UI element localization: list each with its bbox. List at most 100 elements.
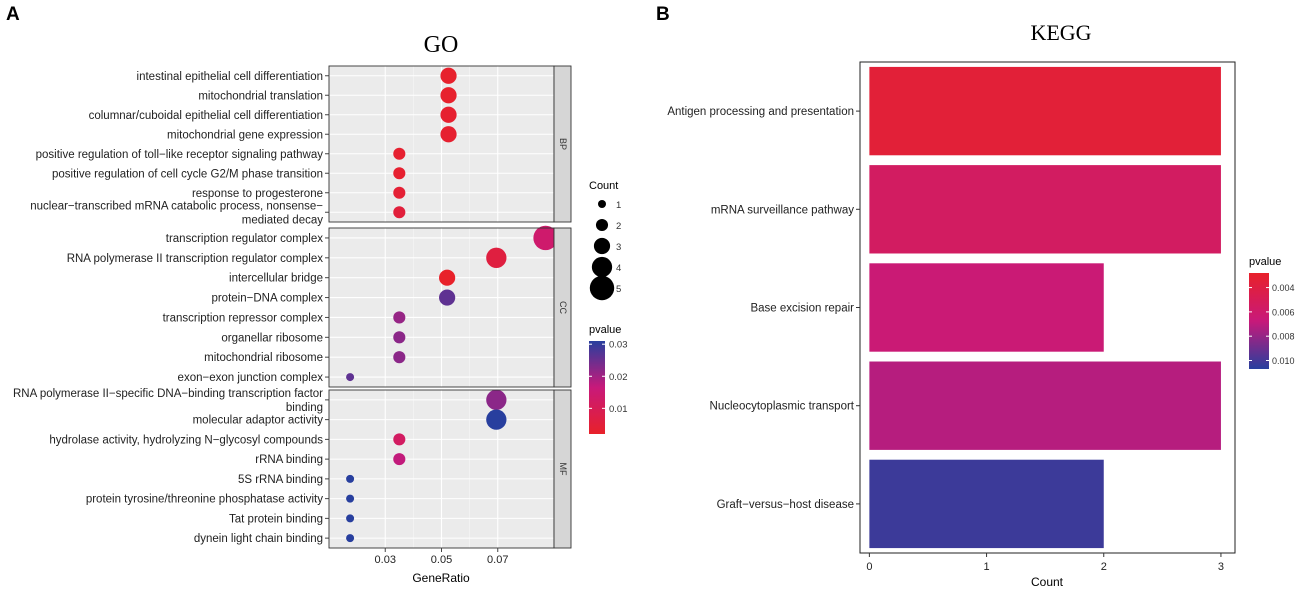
kegg-pvalue-tick-label: 0.008 <box>1272 332 1295 342</box>
count-legend-label: 2 <box>616 221 621 232</box>
go-term-label: dynein light chain binding <box>194 533 323 545</box>
count-legend-label: 5 <box>616 284 621 295</box>
go-facet-strip <box>553 227 572 388</box>
count-legend-dot <box>589 275 615 301</box>
kegg-category-label: Nucleocytoplasmic transport <box>710 401 855 413</box>
go-x-tick-label: 0.07 <box>487 554 508 566</box>
kegg-bar <box>869 66 1221 156</box>
go-term-label: transcription regulator complex <box>166 233 323 245</box>
go-term-dot <box>346 373 355 382</box>
kegg-category-label: Graft−versus−host disease <box>717 499 854 511</box>
go-term-dot <box>533 225 558 251</box>
count-legend-label: 3 <box>616 242 621 253</box>
kegg-pvalue-tick-label: 0.004 <box>1272 283 1295 293</box>
count-legend-label: 4 <box>616 263 621 274</box>
go-term-label: rRNA binding <box>255 454 323 466</box>
go-term-label: mitochondrial translation <box>198 90 323 102</box>
go-term-label: positive regulation of toll−like recepto… <box>36 149 324 161</box>
go-term-label: organellar ribosome <box>221 332 323 344</box>
go-term-dot <box>346 534 355 543</box>
go-pvalue-legend-title: pvalue <box>589 324 621 336</box>
go-pvalue-tick-label: 0.01 <box>609 404 628 415</box>
count-legend-dot <box>591 256 613 278</box>
go-term-dot <box>346 514 355 523</box>
go-panel: A GO intestinal epithelial cell differen… <box>6 4 628 585</box>
kegg-bar <box>869 459 1104 549</box>
kegg-pvalue-colorbar <box>1249 273 1269 369</box>
go-term-dot <box>393 453 406 466</box>
go-term-dot <box>486 247 507 268</box>
count-legend: Count 1 2 3 4 5 <box>589 180 621 301</box>
kegg-x-tick-label: 0 <box>866 561 872 573</box>
go-term-label: mitochondrial gene expression <box>167 129 323 141</box>
kegg-x-axis-label: Count <box>1031 575 1064 589</box>
go-term-label: nuclear−transcribed mRNA catabolic proce… <box>30 200 323 226</box>
go-term-label: molecular adaptor activity <box>193 415 324 427</box>
kegg-panel-label: B <box>656 4 670 25</box>
go-term-dot <box>393 167 406 180</box>
go-term-dot <box>440 87 457 104</box>
count-legend-dot <box>593 237 611 255</box>
go-term-label: RNA polymerase II transcription regulato… <box>67 253 324 265</box>
go-term-label: positive regulation of cell cycle G2/M p… <box>52 168 323 180</box>
go-term-dot <box>393 147 406 160</box>
kegg-bar <box>869 165 1221 254</box>
kegg-bar <box>869 263 1104 352</box>
go-pvalue-tick-label: 0.03 <box>609 340 628 351</box>
go-term-dot <box>393 186 406 199</box>
go-term-dot <box>440 67 457 84</box>
go-facet-strip-label: BP <box>558 138 568 150</box>
go-term-label: transcription repressor complex <box>163 312 324 324</box>
go-facet-strip-label: MF <box>558 463 568 476</box>
kegg-panel: B KEGG Antigen processing and presentati… <box>656 4 1295 589</box>
go-facet-strip-label: CC <box>558 301 568 314</box>
go-term-dot <box>393 311 406 324</box>
go-panel-label: A <box>6 4 20 25</box>
go-term-label: protein−DNA complex <box>211 293 323 305</box>
go-pvalue-colorbar <box>589 341 605 434</box>
kegg-x-tick-label: 2 <box>1101 561 1107 573</box>
kegg-title: KEGG <box>1030 20 1091 45</box>
count-legend-dot <box>598 200 606 208</box>
go-dot-plot: intestinal epithelial cell differentiati… <box>13 65 572 566</box>
go-pvalue-tick-label: 0.02 <box>609 372 628 383</box>
go-term-dot <box>393 351 406 364</box>
go-term-dot <box>439 289 456 306</box>
go-term-dot <box>393 433 406 446</box>
go-pvalue-legend: pvalue 0.03 0.02 0.01 <box>589 324 628 434</box>
go-term-dot <box>440 126 457 143</box>
go-x-tick-label: 0.05 <box>431 554 452 566</box>
go-term-dot <box>486 389 507 411</box>
kegg-category-label: Base excision repair <box>750 303 854 315</box>
go-term-dot <box>346 494 355 503</box>
go-term-label: protein tyrosine/threonine phosphatase a… <box>86 494 323 506</box>
go-term-label: 5S rRNA binding <box>238 474 323 486</box>
kegg-category-label: mRNA surveillance pathway <box>711 204 854 216</box>
kegg-bar <box>869 361 1221 450</box>
go-term-dot <box>346 474 355 483</box>
go-term-dot <box>440 106 457 123</box>
go-x-tick-label: 0.03 <box>375 554 396 566</box>
go-x-axis-label: GeneRatio <box>412 571 470 585</box>
go-term-label: intestinal epithelial cell differentiati… <box>137 71 323 83</box>
go-term-dot <box>393 331 406 344</box>
count-legend-dot <box>595 218 609 232</box>
go-term-dot <box>439 269 456 286</box>
go-facet-strip <box>553 65 572 223</box>
go-term-label: columnar/cuboidal epithelial cell differ… <box>89 110 323 122</box>
go-term-label: RNA polymerase II−specific DNA−binding t… <box>13 388 323 414</box>
kegg-pvalue-tick-label: 0.010 <box>1272 356 1295 366</box>
kegg-bar-plot: Antigen processing and presentation mRNA … <box>667 66 1224 573</box>
go-title: GO <box>424 32 459 58</box>
kegg-x-tick-label: 1 <box>984 561 990 573</box>
kegg-category-label: Antigen processing and presentation <box>667 106 854 118</box>
go-term-label: exon−exon junction complex <box>178 372 324 384</box>
kegg-pvalue-tick-label: 0.006 <box>1272 307 1295 317</box>
count-legend-label: 1 <box>616 200 621 211</box>
go-term-label: hydrolase activity, hydrolyzing N−glycos… <box>49 434 323 446</box>
go-term-dot <box>393 206 406 219</box>
go-term-label: Tat protein binding <box>229 513 323 525</box>
kegg-pvalue-legend: pvalue 0.004 0.006 0.008 0.010 <box>1249 256 1295 369</box>
go-term-label: intercellular bridge <box>229 273 323 285</box>
